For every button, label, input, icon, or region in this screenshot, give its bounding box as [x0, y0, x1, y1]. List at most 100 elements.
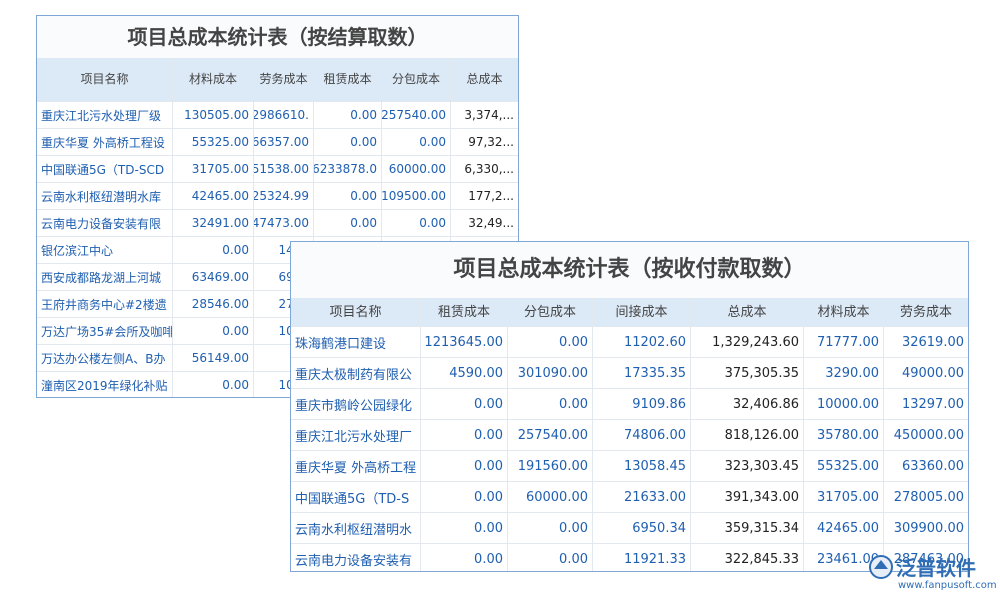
table-cell: 0.00: [421, 420, 508, 451]
header-cell: 总成本: [691, 298, 804, 327]
logo-icon: [869, 555, 893, 579]
table-cell: 13297.00: [884, 389, 968, 420]
table-cell: 51538.00: [254, 156, 314, 183]
table-cell: 0.00: [314, 210, 382, 237]
header-cell: 租赁成本: [421, 298, 508, 327]
table-cell: 云南水利枢纽潜明水库: [37, 183, 173, 210]
table-cell: 重庆华夏 外高桥工程设: [37, 129, 173, 156]
header-cell: 材料成本: [173, 58, 254, 102]
table-cell: 11202.60: [593, 327, 691, 358]
table-cell: 375,305.35: [691, 358, 804, 389]
table-cell: 0.00: [314, 183, 382, 210]
table-cell: 6233878.0: [314, 156, 382, 183]
table-cell: 9109.86: [593, 389, 691, 420]
table-cell: 重庆江北污水处理厂: [291, 420, 421, 451]
table-cell: 109500.00: [382, 183, 451, 210]
table-cell: 0.00: [508, 544, 593, 571]
header-cell: 项目名称: [37, 58, 173, 102]
table-cell: 49000.00: [884, 358, 968, 389]
table-cell: 32619.00: [884, 327, 968, 358]
table-cell: 257540.00: [508, 420, 593, 451]
table-cell: 13058.45: [593, 451, 691, 482]
table-cell: 0.00: [421, 513, 508, 544]
table-cell: 55325.00: [804, 451, 884, 482]
table-cell: 1,329,243.60: [691, 327, 804, 358]
table-cell: 130505.00: [173, 102, 254, 129]
table-cell: 97,32...: [451, 129, 518, 156]
table-cell: 0.00: [421, 544, 508, 571]
table-cell: 0.00: [421, 482, 508, 513]
table-cell: 中国联通5G（TD-SCD: [37, 156, 173, 183]
header-cell: 材料成本: [804, 298, 884, 327]
table-cell: 0.00: [314, 102, 382, 129]
header-cell: 劳务成本: [884, 298, 968, 327]
table-cell: 25324.99: [254, 183, 314, 210]
table-cell: 重庆江北污水处理厂级: [37, 102, 173, 129]
table-cell: 63469.00: [173, 264, 254, 291]
header-cell: 分包成本: [382, 58, 451, 102]
table-cell: 42465.00: [173, 183, 254, 210]
table-cell: 11921.33: [593, 544, 691, 571]
table-cell: 56149.00: [173, 345, 254, 372]
table-cell: 177,2...: [451, 183, 518, 210]
table-cell: 0.00: [421, 389, 508, 420]
table-cell: 0.00: [382, 129, 451, 156]
table-cell: 4590.00: [421, 358, 508, 389]
table-cell: 47473.00: [254, 210, 314, 237]
table-panel: 项目总成本统计表（按结算取数） 项目名称 材料成本 劳务成本 租赁成本 分包成本 总成本重…: [36, 15, 519, 398]
table-cell: 450000.00: [884, 420, 968, 451]
table-title: 项目总成本统计表（按收付款取数）: [291, 242, 968, 299]
table-cell: 0.00: [173, 318, 254, 345]
header-cell: 租赁成本: [314, 58, 382, 102]
table-panel: 项目总成本统计表（按收付款取数） 项目名称 租赁成本 分包成本 间接成本 总成本 材料成本…: [290, 241, 969, 572]
table-cell: 32,406.86: [691, 389, 804, 420]
table-cell: 322,845.33: [691, 544, 804, 571]
table-title: 项目总成本统计表（按结算取数）: [37, 16, 518, 59]
table-cell: 257540.00: [382, 102, 451, 129]
table-cell: 359,315.34: [691, 513, 804, 544]
table-cell: 云南电力设备安装有: [291, 544, 421, 571]
table-cell: 63360.00: [884, 451, 968, 482]
table-cell: 191560.00: [508, 451, 593, 482]
header-cell: 间接成本: [593, 298, 691, 327]
table-cell: 0.00: [508, 389, 593, 420]
table-cell: 42465.00: [804, 513, 884, 544]
table-cell: 0.00: [421, 451, 508, 482]
table-cell: 28546.00: [173, 291, 254, 318]
table-cell: 银亿滨江中心: [37, 237, 173, 264]
table-cell: 重庆华夏 外高桥工程: [291, 451, 421, 482]
logo-url: www.fanpusoft.com: [898, 580, 997, 591]
table-cell: 万达办公楼左侧A、B办: [37, 345, 173, 372]
table-cell: 0.00: [314, 129, 382, 156]
table-cell: 0.00: [508, 513, 593, 544]
table-cell: 71777.00: [804, 327, 884, 358]
table-cell: 309900.00: [884, 513, 968, 544]
table-cell: 0.00: [173, 237, 254, 264]
table-cell: 32,49...: [451, 210, 518, 237]
table-cell: 西安成都路龙湖上河城: [37, 264, 173, 291]
table-cell: 2986610.: [254, 102, 314, 129]
table-cell: 35780.00: [804, 420, 884, 451]
table-cell: 60000.00: [382, 156, 451, 183]
table-cell: 287463.00: [884, 544, 968, 571]
table-cell: 301090.00: [508, 358, 593, 389]
table-cell: 31705.00: [804, 482, 884, 513]
table-cell: 万达广场35#会所及咖啡: [37, 318, 173, 345]
table-cell: 391,343.00: [691, 482, 804, 513]
table-cell: 10000.00: [804, 389, 884, 420]
table-cell: 潼南区2019年绿化补贴: [37, 372, 173, 397]
header-cell: 总成本: [451, 58, 518, 102]
header-cell: 项目名称: [291, 298, 421, 327]
table-cell: 重庆市鹅岭公园绿化: [291, 389, 421, 420]
table-cell: 6,330,...: [451, 156, 518, 183]
table-cell: 中国联通5G（TD-S: [291, 482, 421, 513]
table-cell: 云南水利枢纽潜明水: [291, 513, 421, 544]
table-cell: 17335.35: [593, 358, 691, 389]
table-cell: 278005.00: [884, 482, 968, 513]
table-cell: 重庆太极制药有限公: [291, 358, 421, 389]
table-cell: 31705.00: [173, 156, 254, 183]
table-cell: 32491.00: [173, 210, 254, 237]
table-cell: 323,303.45: [691, 451, 804, 482]
table-cell: 60000.00: [508, 482, 593, 513]
